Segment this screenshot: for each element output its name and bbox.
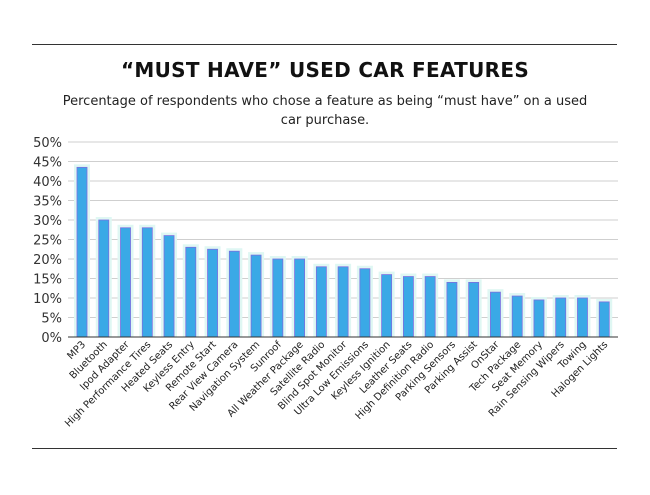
bar: [272, 258, 284, 338]
y-tick-label: 35%: [33, 195, 62, 210]
bar: [468, 281, 480, 338]
y-tick-label: 5%: [41, 312, 62, 327]
bar: [98, 219, 110, 338]
bar: [533, 299, 545, 338]
y-axis-ticks: 0% 5% 10% 15% 20% 25% 30% 35% 40% 45% 50%: [33, 136, 62, 346]
bar: [315, 266, 327, 338]
bar: [120, 227, 131, 338]
bar: [577, 297, 588, 338]
y-tick-label: 0%: [41, 331, 62, 346]
bar: [294, 258, 306, 338]
bar: [250, 254, 262, 338]
bar: [185, 246, 197, 338]
bar: [598, 301, 610, 338]
bar: [381, 274, 393, 338]
chart-subtitle: Percentage of respondents who chose a fe…: [62, 94, 588, 128]
y-tick-label: 25%: [33, 234, 62, 249]
y-tick-label: 40%: [33, 175, 62, 190]
y-tick-label: 20%: [33, 253, 62, 268]
top-divider: [32, 44, 617, 45]
bar: [446, 281, 458, 338]
bar: [228, 250, 240, 338]
bar: [359, 268, 371, 338]
bar: [163, 235, 175, 338]
y-tick-label: 45%: [33, 156, 62, 171]
bar: [141, 227, 153, 338]
bar: [402, 276, 414, 338]
y-tick-label: 15%: [33, 273, 62, 288]
chart-title: “MUST HAVE” USED CAR FEATURES: [120, 58, 530, 82]
bar: [76, 166, 88, 338]
bar: [490, 291, 501, 338]
bar: [555, 297, 567, 338]
bar: [337, 266, 349, 338]
gridlines: [68, 141, 618, 318]
bar: [424, 276, 436, 338]
bars: [74, 164, 613, 338]
y-tick-label: 10%: [33, 292, 62, 307]
y-tick-label: 30%: [33, 214, 62, 229]
bar: [511, 295, 523, 338]
bar: [207, 248, 218, 338]
y-tick-label: 50%: [33, 136, 62, 151]
bottom-divider: [32, 448, 617, 449]
